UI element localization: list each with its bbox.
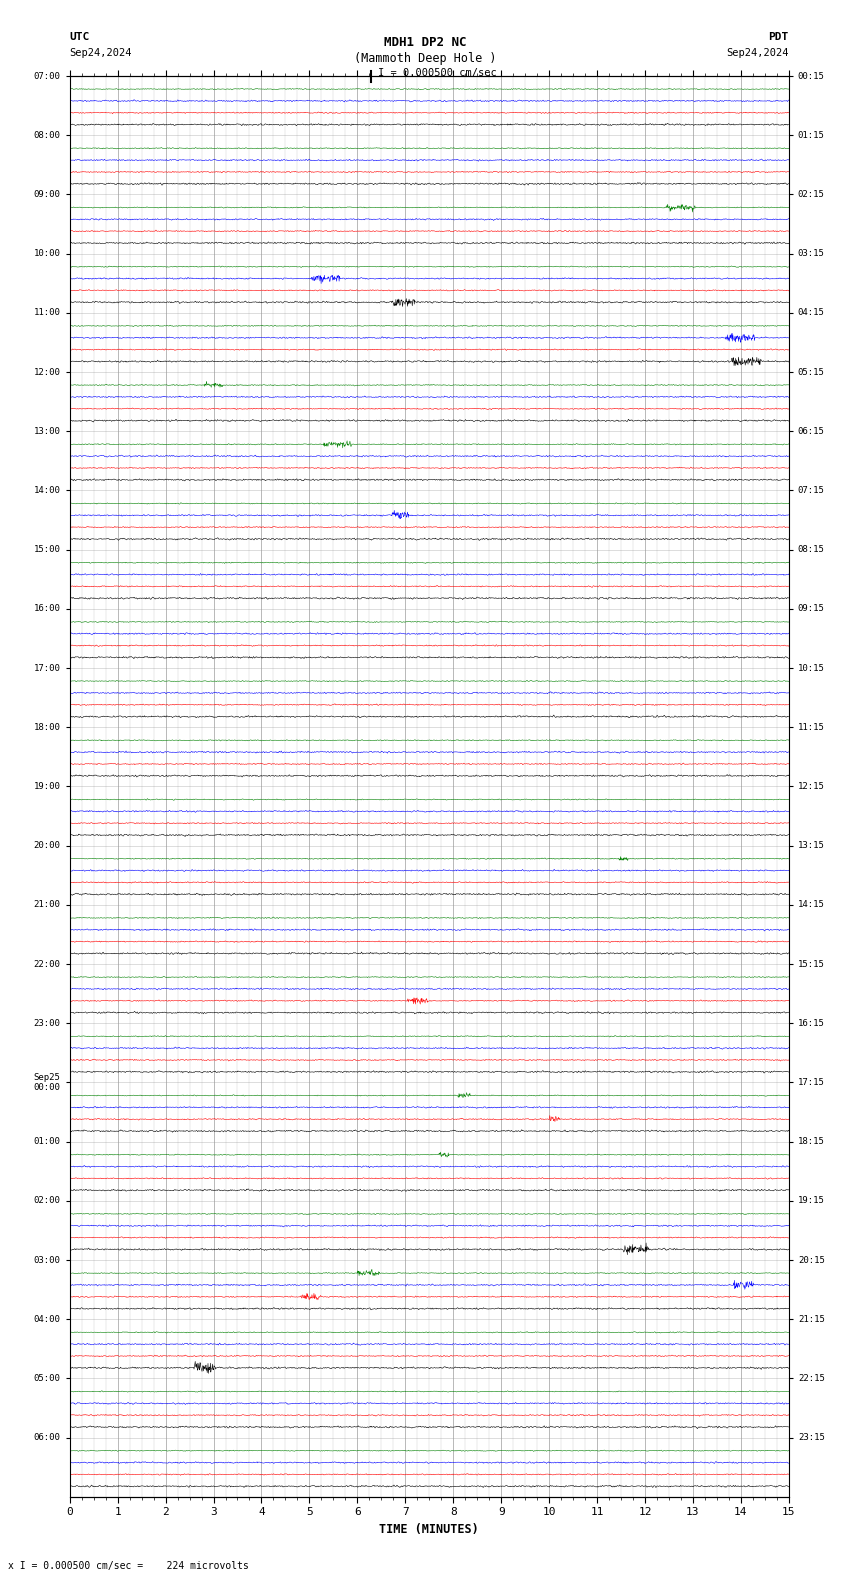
- X-axis label: TIME (MINUTES): TIME (MINUTES): [379, 1522, 479, 1536]
- Text: MDH1 DP2 NC: MDH1 DP2 NC: [383, 36, 467, 49]
- Text: PDT: PDT: [768, 32, 789, 41]
- Text: UTC: UTC: [70, 32, 90, 41]
- Text: x I = 0.000500 cm/sec =    224 microvolts: x I = 0.000500 cm/sec = 224 microvolts: [8, 1562, 249, 1571]
- Text: (Mammoth Deep Hole ): (Mammoth Deep Hole ): [354, 52, 496, 65]
- Text: Sep24,2024: Sep24,2024: [70, 48, 133, 57]
- Text: Sep24,2024: Sep24,2024: [726, 48, 789, 57]
- Text: I = 0.000500 cm/sec: I = 0.000500 cm/sec: [378, 68, 497, 78]
